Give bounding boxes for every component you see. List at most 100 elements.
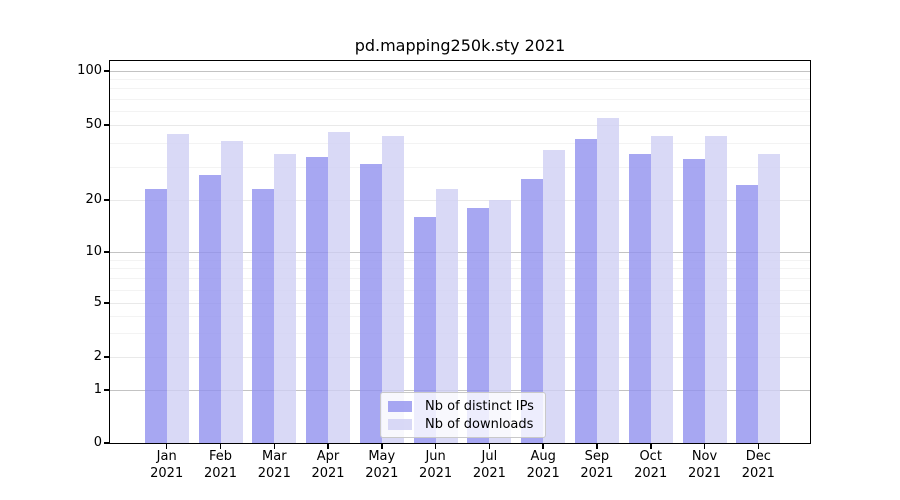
minor-gridline-y-30 [110, 166, 810, 168]
minor-gridline-y-40 [110, 143, 810, 145]
bar-nb-of-distinct-ips-jun [413, 216, 436, 443]
year-label: 2021 [687, 465, 722, 481]
year-label: 2021 [365, 465, 399, 481]
gridline-y-100 [110, 71, 810, 72]
year-label: 2021 [419, 465, 453, 481]
year-label: 2021 [526, 465, 560, 481]
bar-nb-of-downloads-dec [758, 154, 781, 443]
gridline-y-20 [110, 200, 810, 201]
minor-gridline-y-7 [110, 278, 810, 280]
x-tick-mark-nov [703, 444, 706, 449]
gridline-y-5 [110, 303, 810, 304]
x-tick-label-may: May 2021 [350, 449, 414, 482]
y-tick-mark-0 [104, 442, 110, 444]
legend-row-nb-of-downloads: Nb of downloads [388, 417, 538, 432]
month-label: Apr [316, 449, 340, 464]
minor-gridline-y-90 [110, 79, 810, 81]
y-tick-mark-1 [104, 389, 110, 391]
x-tick-mark-mar [273, 444, 275, 449]
y-tick-mark-100 [104, 70, 110, 72]
bar-nb-of-distinct-ips-feb [198, 175, 221, 443]
x-tick-label-jul: Jul 2021 [457, 449, 521, 482]
x-tick-mark-jun [434, 444, 437, 449]
bar-nb-of-distinct-ips-jan [144, 188, 167, 443]
year-label: 2021 [150, 465, 184, 481]
x-tick-label-dec: Dec 2021 [726, 449, 790, 482]
y-tick-label-1: 1 [93, 382, 102, 397]
bar-nb-of-downloads-apr [328, 131, 350, 443]
month-label: Dec [745, 449, 771, 464]
y-tick-label-0: 0 [93, 435, 102, 450]
bar-nb-of-distinct-ips-nov [682, 159, 705, 443]
month-label: Sep [584, 449, 610, 464]
y-tick-label-2: 2 [93, 349, 102, 364]
x-tick-label-aug: Aug 2021 [511, 449, 575, 482]
x-tick-mark-sep [596, 444, 598, 449]
bar-nb-of-downloads-jun [435, 188, 458, 443]
year-label: 2021 [311, 465, 345, 481]
year-label: 2021 [634, 465, 668, 481]
legend-label: Nb of downloads [425, 416, 534, 432]
minor-gridline-y-9 [110, 259, 810, 261]
x-tick-mark-jan [165, 444, 168, 449]
minor-gridline-y-80 [110, 88, 810, 90]
legend-swatch-icon [388, 400, 412, 412]
minor-gridline-y-4 [110, 316, 810, 318]
x-tick-label-apr: Apr 2021 [296, 449, 360, 482]
bar-nb-of-downloads-nov [704, 135, 727, 443]
x-tick-label-oct: Oct 2021 [619, 449, 683, 482]
month-label: Jul [481, 449, 498, 464]
bar-nb-of-downloads-jan [166, 133, 189, 443]
x-tick-mark-feb [219, 444, 222, 449]
x-tick-label-sep: Sep 2021 [565, 449, 629, 482]
month-label: Feb [208, 449, 233, 464]
x-tick-mark-may [381, 444, 383, 449]
month-label: May [368, 449, 396, 464]
x-tick-label-jan: Jan 2021 [135, 449, 199, 482]
x-tick-mark-aug [542, 444, 544, 449]
bar-nb-of-distinct-ips-may [359, 164, 382, 443]
year-label: 2021 [203, 465, 238, 481]
month-label: Aug [530, 449, 556, 464]
bar-nb-of-distinct-ips-aug [521, 178, 544, 443]
month-label: Nov [691, 449, 718, 464]
y-tick-mark-5 [104, 302, 110, 304]
y-tick-label-100: 100 [77, 63, 102, 78]
bar-nb-of-downloads-may [381, 135, 404, 443]
gridline-y-1 [110, 390, 810, 391]
x-tick-label-mar: Mar 2021 [242, 449, 306, 482]
y-tick-mark-10 [104, 251, 110, 253]
chart-title: pd.mapping250k.sty 2021 [354, 36, 566, 55]
bar-nb-of-distinct-ips-oct [628, 154, 651, 443]
bar-nb-of-downloads-jul [489, 200, 512, 443]
legend-swatch-icon [388, 418, 412, 430]
bar-nb-of-distinct-ips-apr [306, 156, 328, 443]
minor-gridline-y-8 [110, 268, 810, 270]
month-label: Jan [156, 449, 177, 464]
minor-gridline-y-6 [110, 289, 810, 291]
y-tick-mark-20 [104, 199, 110, 201]
bar-nb-of-downloads-aug [543, 149, 566, 443]
bar-nb-of-downloads-oct [650, 135, 673, 443]
gridline-y-50 [110, 125, 810, 126]
y-tick-label-20: 20 [85, 192, 102, 207]
month-label: Mar [262, 449, 287, 464]
month-label: Oct [639, 449, 662, 464]
bar-nb-of-downloads-sep [596, 117, 619, 443]
bar-nb-of-distinct-ips-mar [252, 188, 275, 443]
legend-row-nb-of-distinct-ips: Nb of distinct IPs [388, 399, 538, 414]
gridline-y-10 [110, 252, 810, 253]
year-label: 2021 [741, 465, 775, 481]
legend: Nb of distinct IPs Nb of downloads [380, 392, 546, 438]
bar-nb-of-distinct-ips-jul [467, 207, 490, 443]
y-tick-label-10: 10 [85, 244, 102, 259]
minor-gridline-y-60 [110, 110, 810, 112]
x-tick-label-nov: Nov 2021 [673, 449, 737, 482]
x-tick-mark-oct [650, 444, 652, 449]
y-tick-label-50: 50 [85, 117, 102, 132]
y-tick-mark-2 [104, 356, 110, 358]
bar-nb-of-distinct-ips-dec [736, 185, 759, 443]
x-tick-label-feb: Feb 2021 [189, 449, 253, 482]
x-tick-mark-jul [488, 444, 491, 449]
